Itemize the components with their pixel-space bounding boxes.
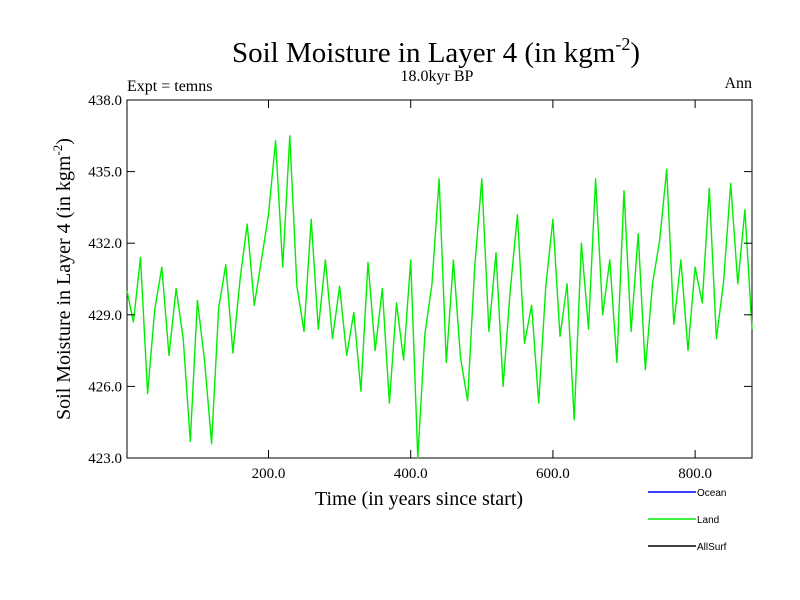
chart-subtitle: 18.0kyr BP bbox=[401, 68, 474, 85]
legend-label-land: Land bbox=[697, 515, 719, 526]
experiment-label: Expt = temns bbox=[127, 78, 212, 95]
legend-label-allsurf: AllSurf bbox=[697, 542, 727, 553]
series-line-land bbox=[126, 135, 753, 459]
y-tick-label: 438.0 bbox=[88, 93, 122, 109]
y-tick-label: 435.0 bbox=[88, 165, 122, 181]
x-tick-label: 400.0 bbox=[394, 466, 428, 482]
y-tick-label: 423.0 bbox=[88, 451, 122, 467]
legend-item-ocean: Ocean bbox=[648, 488, 726, 499]
y-tick-label: 426.0 bbox=[88, 379, 122, 395]
x-tick-label: 800.0 bbox=[678, 466, 712, 482]
legend-item-allsurf: AllSurf bbox=[648, 542, 727, 553]
y-tick-label: 432.0 bbox=[88, 236, 122, 252]
y-tick-label: 429.0 bbox=[88, 308, 122, 324]
x-tick-label: 200.0 bbox=[252, 466, 286, 482]
season-label: Ann bbox=[724, 75, 752, 92]
y-axis-label: Soil Moisture in Layer 4 (in kgm-2) bbox=[50, 138, 75, 420]
x-tick-label: 600.0 bbox=[536, 466, 570, 482]
x-axis-label: Time (in years since start) bbox=[315, 488, 523, 510]
legend: Ocean Land AllSurf bbox=[648, 488, 727, 553]
chart-title: Soil Moisture in Layer 4 (in kgm-2) bbox=[232, 34, 640, 69]
legend-label-ocean: Ocean bbox=[697, 488, 726, 499]
plot-frame bbox=[126, 99, 753, 459]
y-axis-ticks: 423.0 426.0 429.0 432.0 435.0 438.0 bbox=[88, 93, 752, 467]
legend-item-land: Land bbox=[648, 515, 719, 526]
x-axis-ticks: 200.0 400.0 600.0 800.0 bbox=[252, 100, 712, 482]
